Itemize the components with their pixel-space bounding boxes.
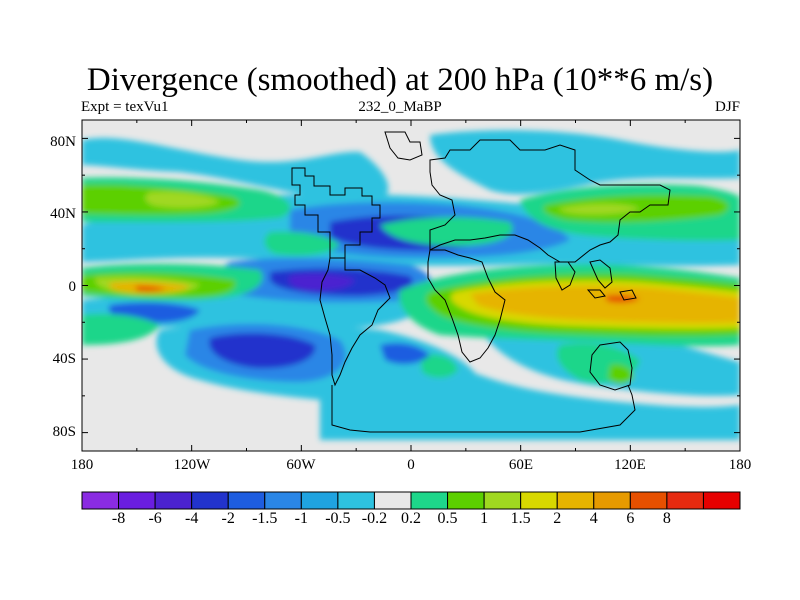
contour-green-east-pacific	[264, 231, 340, 256]
coastline-antarctica	[331, 384, 636, 433]
colorbar-swatch	[300, 491, 339, 510]
colorbar-swatch	[118, 491, 156, 510]
coastline-eurasia	[429, 139, 671, 263]
colorbar-swatch	[593, 491, 631, 510]
lat-tick-label: 40S	[52, 351, 76, 367]
colorbar-swatch	[629, 491, 668, 510]
subtitle-left: Expt = texVu1	[81, 99, 169, 115]
contour-blue-south-atlantic-dark	[380, 343, 430, 365]
contour-red-tropical-spot	[605, 295, 640, 303]
colorbar-tick-label: 0.5	[437, 510, 458, 527]
contour-dark-blue-south-pacific	[209, 333, 316, 369]
colorbar-tick-label: 1	[480, 510, 489, 527]
lat-tick-label: 80S	[52, 424, 76, 440]
colorbar-swatch	[702, 491, 741, 510]
colorbar-tick-label: 2	[553, 510, 562, 527]
contour-green-south-pacific	[82, 313, 160, 345]
lon-tick-label: 0	[407, 457, 415, 473]
colorbar-swatch	[337, 491, 375, 510]
axis-ticks	[81, 120, 741, 451]
coastline-north-america	[291, 167, 381, 259]
contour-orange-tropical-band	[470, 286, 740, 323]
subtitle-right: DJF	[714, 99, 740, 115]
coastline-australia	[589, 341, 633, 391]
colorbar-swatch	[520, 491, 558, 510]
colorbar-swatch	[447, 491, 485, 510]
contour-lime-south-indian	[608, 364, 634, 384]
contour-cyan-south-atlantic	[320, 358, 740, 440]
lon-tick-label: 120W	[173, 457, 211, 473]
colorbar-tick-label: 1.5	[510, 510, 531, 527]
coastline-maritime	[586, 289, 637, 301]
colorbar-tick-label: -2	[221, 510, 235, 527]
contour-green-south-pacific-east	[420, 354, 458, 378]
lon-tick-label: 180	[70, 457, 94, 473]
colorbar-tick-label: -4	[184, 510, 199, 527]
colorbar-tick-label: 8	[662, 510, 671, 527]
colorbar-swatch	[154, 491, 193, 510]
coastline-africa	[427, 249, 506, 363]
colorbar	[81, 491, 741, 510]
colorbar-swatch	[373, 491, 412, 510]
colorbar-swatch	[264, 491, 302, 510]
contour-cyan-asia	[430, 130, 740, 195]
lat-tick-label: 80N	[50, 134, 76, 150]
lon-tick-label: 180	[728, 457, 752, 473]
lon-tick-label: 120E	[614, 457, 646, 473]
contour-cyan-north-pacific	[82, 138, 389, 201]
colorbar-tick-label: -1	[294, 510, 308, 527]
lat-tick-label: 40N	[50, 206, 76, 222]
coastline-greenland	[384, 131, 423, 161]
contour-yellowgreen-pacific	[145, 191, 220, 209]
coastline-southeast-asia	[589, 259, 613, 289]
colorbar-swatch	[227, 491, 266, 510]
contour-red-central-pacific	[135, 285, 166, 292]
colorbar-tick-label: -0.5	[325, 510, 351, 527]
colorbar-tick-label: -8	[111, 510, 126, 527]
colorbar-tick-label: 6	[626, 510, 635, 527]
colorbar-swatch	[666, 491, 704, 510]
colorbar-swatch	[410, 491, 449, 510]
lon-tick-label: 60E	[508, 457, 534, 473]
colorbar-swatch	[556, 491, 595, 510]
colorbar-tick-label: -0.2	[361, 510, 388, 527]
colorbar-swatch	[483, 491, 522, 510]
colorbar-tick-label: 0.2	[401, 510, 421, 527]
contour-yellow-asia-jet	[558, 203, 640, 215]
coastlines	[291, 131, 671, 433]
subtitle-center: 232_0_MaBP	[358, 99, 442, 115]
lon-tick-label: 60W	[286, 457, 316, 473]
colorbar-swatch	[81, 491, 120, 510]
colorbar-tick-label: 4	[589, 510, 598, 527]
colorbar-tick-label: -1.5	[252, 510, 278, 527]
colorbar-swatch	[191, 491, 229, 510]
lat-tick-label: 0	[68, 279, 77, 295]
coastline-india	[554, 261, 576, 291]
coastline-south-america	[319, 257, 391, 387]
chart-title: Divergence (smoothed) at 200 hPa (10**6 …	[86, 62, 714, 98]
colorbar-tick-label: -6	[148, 510, 162, 527]
